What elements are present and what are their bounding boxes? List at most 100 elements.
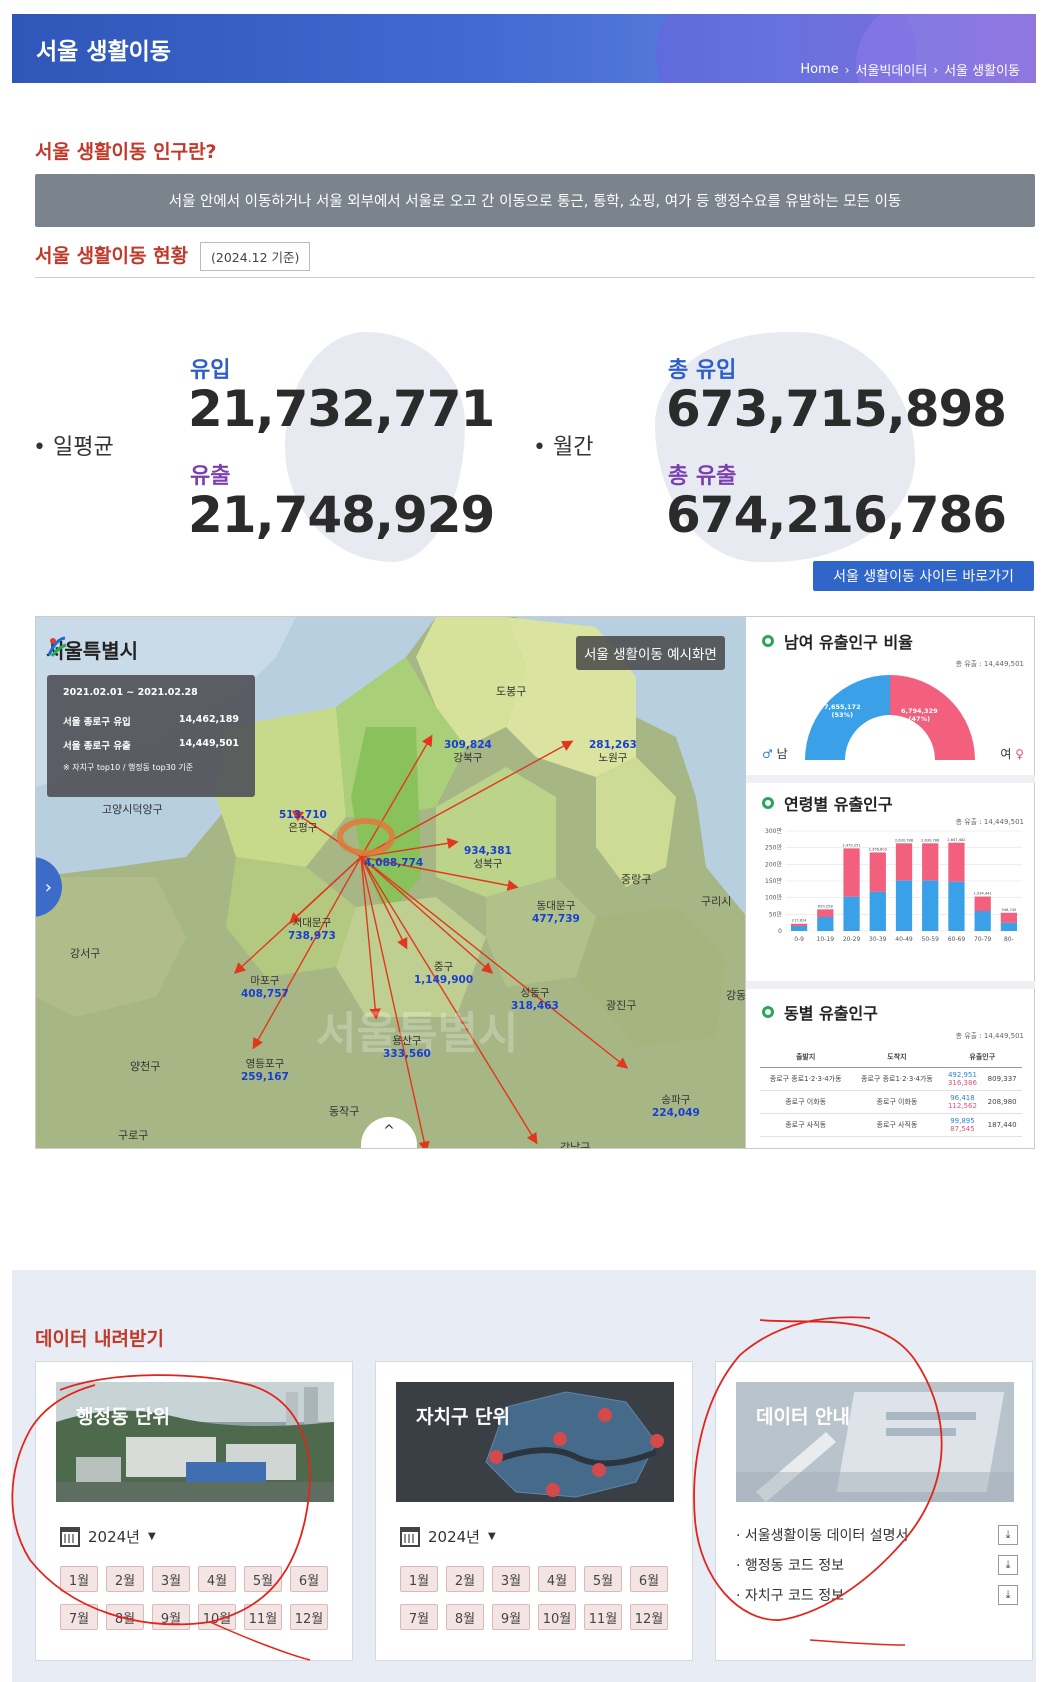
column-header: 도착지 bbox=[851, 1047, 943, 1068]
table-cell: 종로구 사직동 bbox=[760, 1113, 852, 1137]
info-row-value: 14,449,501 bbox=[178, 738, 239, 749]
y-tick-label: 100만 bbox=[765, 894, 782, 902]
month-button[interactable]: 12월 bbox=[290, 1604, 328, 1630]
daily-label-text: 일평균 bbox=[52, 435, 114, 460]
flow-value: 259,167 bbox=[241, 1071, 289, 1084]
guide-file-list: · 서울생활이동 데이터 설명서 ⤓ · 행정동 코드 정보 ⤓ · 자치구 코… bbox=[736, 1520, 1018, 1610]
chevron-right-icon: › bbox=[933, 62, 939, 77]
guide-file-item[interactable]: · 행정동 코드 정보 ⤓ bbox=[736, 1550, 1018, 1580]
month-button[interactable]: 3월 bbox=[492, 1566, 530, 1592]
month-button[interactable]: 8월 bbox=[106, 1604, 144, 1630]
monthly-in-label: 총 유입 bbox=[668, 358, 737, 383]
table-cell: 종로구 사직동 bbox=[851, 1113, 943, 1137]
guide-file-label[interactable]: · 서울생활이동 데이터 설명서 bbox=[736, 1528, 909, 1544]
month-button[interactable]: 9월 bbox=[492, 1604, 530, 1630]
month-button[interactable]: 5월 bbox=[584, 1566, 622, 1592]
bar-female bbox=[790, 923, 808, 926]
table-cell: 종로구 이화동 bbox=[851, 1090, 943, 1114]
y-tick-label: 250만 bbox=[765, 844, 782, 852]
flow-map-example[interactable]: 서울특별시 2021.02.01 ~ 2021.02.28 서울 종로구 유입 … bbox=[35, 616, 746, 1149]
month-button[interactable]: 7월 bbox=[60, 1604, 98, 1630]
district-label: 양천구 bbox=[130, 1060, 161, 1073]
guide-file-item[interactable]: · 자치구 코드 정보 ⤓ bbox=[736, 1580, 1018, 1610]
month-button[interactable]: 9월 bbox=[152, 1604, 190, 1630]
site-link-button[interactable]: 서울 생활이동 사이트 바로가기 bbox=[813, 561, 1034, 591]
bar-male bbox=[974, 911, 991, 931]
district-label: 동작구 bbox=[329, 1105, 360, 1118]
month-button[interactable]: 11월 bbox=[584, 1604, 622, 1630]
monthly-out-value: 674,216,786 bbox=[666, 486, 1007, 544]
y-tick-label: 50만 bbox=[769, 910, 783, 918]
district-label: 강동 bbox=[726, 989, 746, 1002]
bar-male bbox=[817, 917, 834, 931]
male-value: 96,418 bbox=[950, 1094, 975, 1102]
guide-file-item[interactable]: · 서울생활이동 데이터 설명서 ⤓ bbox=[736, 1520, 1018, 1550]
download-icon[interactable]: ⤓ bbox=[998, 1585, 1018, 1605]
bar-total-label: 2,630,788 bbox=[921, 838, 940, 842]
column-header: 유출인구 bbox=[942, 1047, 1022, 1068]
table-cell: 종로구 종로1·2·3·4가동 bbox=[760, 1067, 852, 1091]
month-button[interactable]: 4월 bbox=[538, 1566, 576, 1592]
guide-file-label[interactable]: · 행정동 코드 정보 bbox=[736, 1558, 844, 1574]
column-header: 출발지 bbox=[760, 1047, 852, 1068]
year-select[interactable]: 2024년 ▼ bbox=[400, 1526, 496, 1547]
circle-bullet-icon bbox=[762, 635, 774, 647]
info-row-value: 14,462,189 bbox=[178, 714, 239, 725]
month-button[interactable]: 4월 bbox=[198, 1566, 236, 1592]
month-button[interactable]: 7월 bbox=[400, 1604, 438, 1630]
month-button[interactable]: 6월 bbox=[290, 1566, 328, 1592]
month-button[interactable]: 8월 bbox=[446, 1604, 484, 1630]
breadcrumb-bigdata[interactable]: 서울빅데이터 bbox=[855, 64, 928, 79]
x-tick-label: 80- bbox=[1004, 936, 1014, 943]
panel-divider bbox=[746, 775, 1035, 783]
month-button[interactable]: 5월 bbox=[244, 1566, 282, 1592]
breadcrumb-home[interactable]: Home bbox=[800, 62, 839, 77]
example-screen-badge: 서울 생활이동 예시화면 bbox=[576, 636, 725, 670]
month-button[interactable]: 12월 bbox=[630, 1604, 668, 1630]
x-tick-label: 40-49 bbox=[895, 936, 913, 943]
download-icon[interactable]: ⤓ bbox=[998, 1555, 1018, 1575]
flow-value: 309,824 bbox=[444, 739, 492, 751]
dong-table: 출발지 도착지 유출인구 종로구 종로1·2·3·4가동 종로구 종로1·2·3… bbox=[760, 1047, 1022, 1137]
month-button[interactable]: 2월 bbox=[446, 1566, 484, 1592]
banner-decoration bbox=[656, 14, 916, 83]
female-person-icon: ♀ bbox=[1015, 747, 1024, 761]
month-button[interactable]: 1월 bbox=[400, 1566, 438, 1592]
x-tick-label: 10-19 bbox=[817, 936, 835, 943]
x-tick-label: 20-29 bbox=[843, 936, 861, 943]
definition-box: 서울 안에서 이동하거나 서울 외부에서 서울로 오고 간 이동으로 통근, 통… bbox=[35, 174, 1035, 227]
month-button[interactable]: 1월 bbox=[60, 1566, 98, 1592]
month-button[interactable]: 10월 bbox=[198, 1604, 236, 1630]
month-button[interactable]: 6월 bbox=[630, 1566, 668, 1592]
flow-district: 성북구 bbox=[473, 858, 503, 871]
flow-value: 281,263 bbox=[589, 739, 637, 751]
month-button[interactable]: 10월 bbox=[538, 1604, 576, 1630]
chevron-right-icon: › bbox=[44, 876, 52, 898]
month-button[interactable]: 3월 bbox=[152, 1566, 190, 1592]
guide-file-label[interactable]: · 자치구 코드 정보 bbox=[736, 1588, 844, 1604]
flow-value: 477,739 bbox=[532, 913, 580, 926]
age-title: 연령별 유출인구 bbox=[762, 791, 893, 815]
month-button[interactable]: 11월 bbox=[244, 1604, 282, 1630]
year-select[interactable]: 2024년 ▼ bbox=[60, 1526, 156, 1547]
month-button-grid: 1월 2월 3월 4월 5월 6월 7월 8월 9월 10월 11월 12월 bbox=[400, 1566, 672, 1630]
flow-value: 513,710 bbox=[279, 809, 327, 821]
x-tick-label: 30-39 bbox=[869, 936, 887, 943]
male-person-icon: ♂ bbox=[762, 747, 773, 761]
flow-value: 4,088,774 bbox=[364, 857, 424, 869]
flow-label-mapo: 마포구 408,757 bbox=[241, 975, 289, 1001]
bar-male bbox=[790, 926, 808, 931]
breadcrumb-current[interactable]: 서울 생활이동 bbox=[944, 64, 1020, 79]
table-cell: 187,440 bbox=[982, 1113, 1022, 1137]
download-icon[interactable]: ⤓ bbox=[998, 1525, 1018, 1545]
female-arc bbox=[890, 675, 975, 760]
download-title: 데이터 내려받기 bbox=[35, 1328, 164, 1350]
monthly-out-label: 총 유출 bbox=[668, 464, 737, 489]
month-button[interactable]: 2월 bbox=[106, 1566, 144, 1592]
bar-male bbox=[843, 896, 860, 931]
table-cell: 208,980 bbox=[982, 1090, 1022, 1114]
flow-value: 738,973 bbox=[288, 930, 336, 943]
bar-female bbox=[843, 848, 860, 897]
bar-total-label: 2,630,788 bbox=[895, 838, 914, 842]
bar-female bbox=[895, 843, 913, 881]
